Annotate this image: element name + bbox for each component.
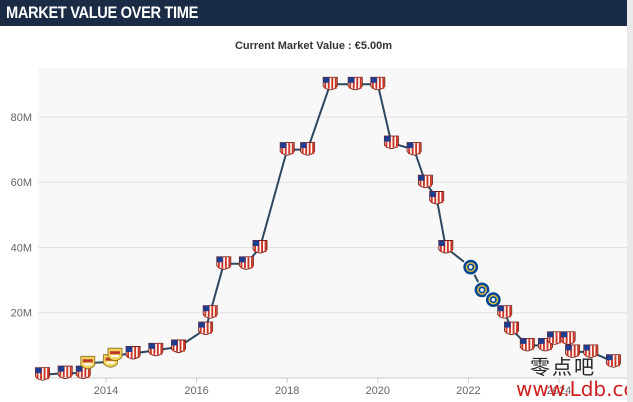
x-tick-label: 2018: [275, 385, 299, 397]
market-value-point[interactable]: [417, 174, 433, 189]
x-tick-label: 2016: [184, 385, 208, 397]
market-value-point[interactable]: [406, 142, 422, 156]
market-value-point[interactable]: [125, 346, 141, 360]
market-value-point[interactable]: [565, 344, 581, 358]
y-tick-label: 60M: [11, 177, 32, 189]
market-value-point[interactable]: [80, 355, 96, 370]
market-value-point[interactable]: [238, 256, 254, 270]
x-tick-label: 2024: [547, 385, 571, 397]
market-value-point[interactable]: [497, 305, 513, 319]
market-value-point[interactable]: [202, 305, 218, 319]
y-axis: 20M 40M 60M 80M: [11, 112, 32, 320]
market-value-point[interactable]: [605, 354, 621, 368]
market-value-point[interactable]: [484, 291, 502, 309]
section-title: MARKET VALUE OVER TIME: [6, 3, 198, 22]
watermark-url: www.Ldb.cc: [516, 377, 633, 401]
market-value-point[interactable]: [216, 256, 232, 270]
value-points: [35, 76, 621, 381]
watermark-chinese-text: 零点吧: [530, 355, 596, 379]
market-value-point[interactable]: [383, 135, 399, 150]
y-tick-label: 20M: [11, 308, 32, 320]
page-edge: [627, 0, 633, 402]
market-value-point[interactable]: [322, 76, 338, 91]
section-header: MARKET VALUE OVER TIME: [0, 0, 627, 26]
market-value-point[interactable]: [504, 321, 519, 336]
x-tick-label: 2014: [94, 385, 118, 397]
market-value-point[interactable]: [300, 142, 316, 156]
market-value-point[interactable]: [438, 240, 454, 254]
market-value-point[interactable]: [560, 331, 576, 345]
x-tick-label: 2020: [366, 385, 390, 397]
market-value-point[interactable]: [198, 321, 214, 336]
chart-title: Current Market Value : €5.00m: [234, 40, 393, 52]
market-value-point[interactable]: [347, 76, 363, 91]
market-value-point[interactable]: [148, 342, 164, 357]
x-tick-label: 2022: [456, 385, 480, 397]
grid-lines: [38, 116, 627, 314]
market-value-point[interactable]: [279, 142, 295, 156]
market-value-point[interactable]: [462, 258, 480, 276]
market-value-point[interactable]: [107, 347, 123, 362]
market-value-point[interactable]: [370, 76, 386, 91]
market-value-point[interactable]: [547, 331, 562, 345]
market-value-chart: 20M 40M 60M 80M 2014 2016 2018 2020 2022 2024: [11, 68, 627, 397]
watermark: 零点吧 www.Ldb.cc: [500, 345, 633, 401]
market-value-point[interactable]: [583, 344, 599, 358]
plot-background: [38, 68, 627, 378]
market-value-point[interactable]: [252, 240, 268, 254]
x-axis: 2014 2016 2018 2020 2022 2024: [38, 377, 627, 397]
market-value-point[interactable]: [171, 339, 186, 353]
market-value-point[interactable]: [473, 281, 491, 299]
y-tick-label: 40M: [11, 242, 32, 254]
market-value-point[interactable]: [519, 337, 535, 352]
market-value-point[interactable]: [429, 191, 445, 205]
market-value-point[interactable]: [75, 365, 91, 380]
y-tick-label: 80M: [11, 112, 32, 124]
market-value-point[interactable]: [35, 367, 50, 381]
market-value-point[interactable]: [57, 365, 73, 380]
